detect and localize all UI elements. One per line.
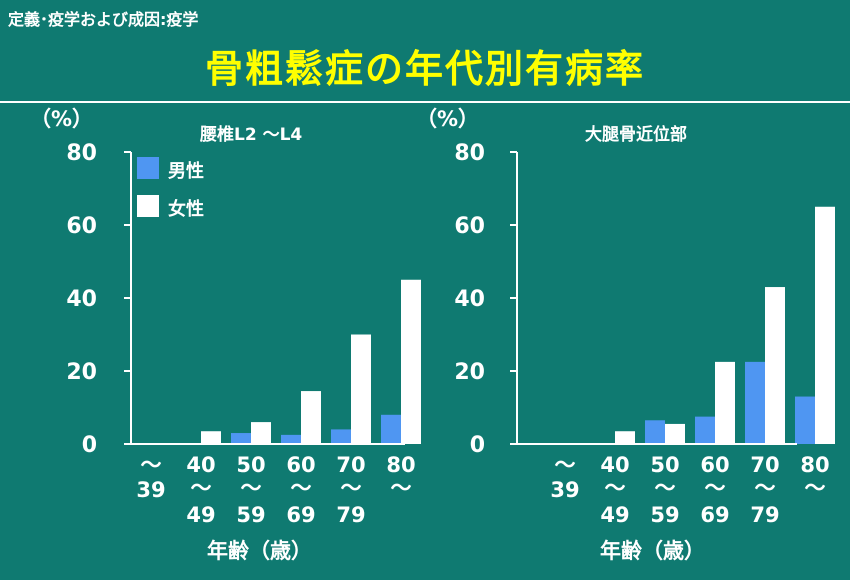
right-x-tick-label: 49 bbox=[600, 503, 629, 527]
right-x-tick-label: 79 bbox=[750, 503, 779, 527]
left-x-tick-label: 60 bbox=[286, 453, 315, 477]
left-x-tick-label: 40 bbox=[186, 453, 215, 477]
left-x-tick-label: 80 bbox=[386, 453, 415, 477]
right-x-tick-label: ～ bbox=[805, 476, 826, 500]
left-y-tick-label: 40 bbox=[66, 287, 97, 312]
right-y-tick-label: 80 bbox=[454, 141, 485, 166]
right-x-tick-label: 39 bbox=[550, 478, 579, 502]
right-bar-male bbox=[745, 361, 765, 444]
left-x-tick-label: ～ bbox=[291, 476, 312, 500]
right-y-tick-label: 0 bbox=[470, 433, 485, 458]
left-x-tick-label: 69 bbox=[286, 503, 315, 527]
left-x-tick-label: 79 bbox=[336, 503, 365, 527]
title-divider bbox=[0, 101, 850, 103]
left-x-tick-label: ～ bbox=[391, 476, 412, 500]
right-y-unit: （%） bbox=[416, 107, 480, 131]
left-x-tick-label: 59 bbox=[236, 503, 265, 527]
left-x-tick-label: ～ bbox=[141, 453, 162, 477]
legend-female-label: 女性 bbox=[168, 199, 204, 220]
left-bar-male bbox=[381, 414, 401, 444]
left-y-tick-label: 0 bbox=[82, 433, 97, 458]
left-x-tick-label: 49 bbox=[186, 503, 215, 527]
breadcrumb: 定義･疫学および成因:疫学 bbox=[8, 10, 199, 29]
left-x-tick-label: 70 bbox=[336, 453, 365, 477]
left-x-axis-label: 年齢（歳） bbox=[207, 539, 312, 563]
right-x-tick-label: ～ bbox=[555, 453, 576, 477]
left-bar-female bbox=[251, 422, 271, 444]
right-x-tick-label: 50 bbox=[650, 453, 679, 477]
right-x-tick-label: 60 bbox=[700, 453, 729, 477]
right-x-tick-label: ～ bbox=[705, 476, 726, 500]
left-bar-male bbox=[231, 433, 251, 444]
left-bar-female bbox=[401, 279, 421, 444]
right-bar-female bbox=[665, 423, 685, 444]
left-x-tick-label: ～ bbox=[241, 476, 262, 500]
right-bar-female bbox=[615, 431, 635, 444]
left-y-tick-label: 60 bbox=[66, 214, 97, 239]
right-chart-title: 大腿骨近位部 bbox=[585, 125, 687, 145]
right-bar-male bbox=[695, 416, 715, 444]
left-bar-male bbox=[331, 429, 351, 444]
right-x-tick-label: 80 bbox=[800, 453, 829, 477]
right-x-tick-label: ～ bbox=[605, 476, 626, 500]
left-x-tick-label: 39 bbox=[136, 478, 165, 502]
right-bar-female bbox=[765, 287, 785, 444]
right-y-tick-label: 20 bbox=[454, 360, 485, 385]
legend-male-swatch bbox=[137, 157, 159, 179]
left-bar-female bbox=[351, 334, 371, 444]
left-bar-female bbox=[201, 431, 221, 444]
left-chart-title: 腰椎L2 ～L4 bbox=[200, 125, 303, 145]
right-x-tick-label: ～ bbox=[655, 476, 676, 500]
left-y-unit: （%） bbox=[30, 107, 94, 131]
left-x-tick-label: ～ bbox=[191, 476, 212, 500]
right-x-tick-label: 40 bbox=[600, 453, 629, 477]
right-x-tick-label: 59 bbox=[650, 503, 679, 527]
left-x-tick-label: ～ bbox=[341, 476, 362, 500]
right-x-axis-label: 年齢（歳） bbox=[600, 539, 705, 563]
right-bar-male bbox=[645, 420, 665, 444]
left-bar-male bbox=[281, 434, 301, 444]
right-y-tick-label: 40 bbox=[454, 287, 485, 312]
right-x-tick-label: ～ bbox=[755, 476, 776, 500]
right-bar-male bbox=[795, 396, 815, 444]
right-x-tick-label: 70 bbox=[750, 453, 779, 477]
page-title: 骨粗鬆症の年代別有病率 bbox=[204, 47, 645, 91]
right-bar-female bbox=[815, 206, 835, 444]
right-x-tick-label: 69 bbox=[700, 503, 729, 527]
left-x-tick-label: 50 bbox=[236, 453, 265, 477]
left-y-tick-label: 80 bbox=[66, 141, 97, 166]
legend-female-swatch bbox=[137, 195, 159, 217]
left-bar-female bbox=[301, 391, 321, 444]
legend-male-label: 男性 bbox=[168, 161, 204, 182]
right-bar-female bbox=[715, 361, 735, 444]
right-y-tick-label: 60 bbox=[454, 214, 485, 239]
left-y-tick-label: 20 bbox=[66, 360, 97, 385]
